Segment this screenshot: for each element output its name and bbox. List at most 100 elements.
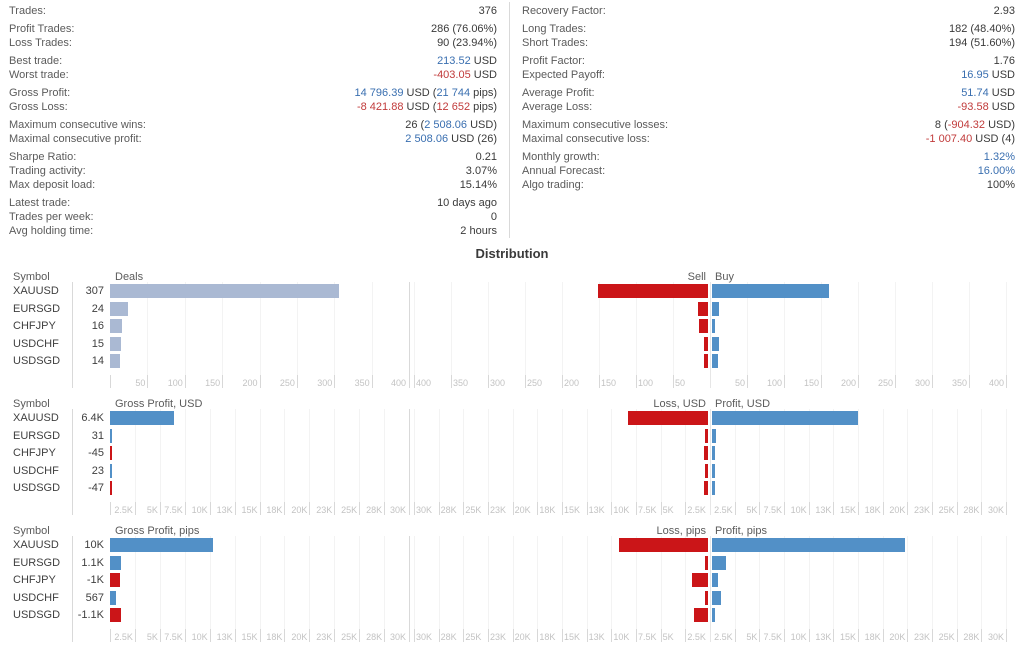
gross-profit-usd-gridline [833,409,835,502]
gross-profit-pips-tick [685,629,687,642]
gross-profit-usd-tick-label: 2.5K [714,505,733,515]
stat-row: Worst trade: -403.05 USD [9,68,497,82]
stat-value-part: 2 508.06 [405,133,449,145]
gross-profit-usd-gridline [734,409,736,502]
gross-profit-usd-gridline [981,409,983,502]
gross-profit-pips-gridline [932,536,933,629]
stat-row: Avg holding time: 2 hours [9,224,497,238]
gross-profit-pips-tick-label: 15K [241,632,258,642]
stat-label: Short Trades: [522,37,589,49]
stat-value: 2 508.06 USD (26) [405,132,497,146]
deals-tick-label: 150 [601,378,617,388]
gross-profit-pips-gridline [463,536,465,629]
stat-label: Maximal consecutive profit: [9,133,142,145]
stat-label: Profit Factor: [522,55,585,67]
gross-profit-usd-tick-label: 18K [539,505,556,515]
deals-tick [296,375,298,388]
gross-profit-pips-tick-label: 28K [440,632,457,642]
gross-profit-usd-bar-eursgd [110,428,112,443]
gross-profit-usd-neg-bar-eursgd [704,428,708,443]
stat-value-part: USD [988,87,1015,99]
stat-row: Trading activity: 3.07% [9,164,497,178]
gross-profit-pips-symbol-usdchf: USDCHF [13,591,59,604]
deals-symbol-header: Symbol [13,271,50,283]
stat-value-part: 10 days ago [437,197,497,209]
gross-profit-usd-gridline [512,409,514,502]
stat-value-part: USD ( [403,101,437,113]
gross-profit-pips-gridline [636,536,637,629]
deals-tick-label: 400 [416,378,432,388]
stat-value-part: 194 (51.60%) [948,37,1015,49]
gross-profit-usd-tick-label: 13K [815,505,832,515]
gross-profit-pips-gridline [488,536,489,629]
deals-tick [1006,375,1007,388]
gross-profit-pips-value-usdsgd: -1.1K [77,609,104,622]
gross-profit-pips-tick-label: 18K [266,632,283,642]
deals-tick-label: 150 [803,378,819,388]
gross-profit-pips-bar-usdsgd [110,608,121,623]
gross-profit-pips-gridline [184,536,186,629]
gross-profit-pips-tick [234,629,236,642]
deals-tick [371,375,373,388]
gross-profit-pips-pos-bar-xauusd [712,538,906,552]
gross-profit-usd-gridline [586,409,588,502]
gross-profit-pips-tick-label: 15K [839,632,856,642]
deals-gridline [296,282,298,375]
deals-symbol-xauusd: XAUUSD [13,285,59,297]
deals-gridline [599,282,600,375]
stat-value-part: -403.05 [433,69,471,81]
stat-value-part: 0 [490,211,497,223]
gross-profit-usd-gridline [359,409,361,502]
deals-tick-label: 350 [951,378,967,388]
gross-profit-usd-tick-label: 5K [662,505,674,515]
gross-profit-usd-tick-label: 28K [963,505,980,515]
stat-label: Annual Forecast: [522,165,606,177]
deals-left-title: Deals [115,271,144,283]
stat-value: 90 (23.94%) [437,36,497,50]
deals-tick [969,375,970,388]
stat-value-part: 286 (76.06%) [430,23,497,35]
stats-column-divider [509,2,510,238]
gross-profit-usd-gridline [784,409,785,502]
stat-group: Long Trades: 182 (48.40%) Short Trades: 194… [522,22,1015,50]
stat-label: Max deposit load: [9,179,96,191]
gross-profit-pips-tick [384,629,386,642]
deals-bar-eursgd [110,301,128,316]
deals-tick [895,375,896,388]
gross-profit-usd-tick [463,502,465,515]
gross-profit-pips-tick-label: 18K [539,632,556,642]
gross-profit-usd-tick-label: 15K [839,505,856,515]
stat-value-part: 26 ( [405,119,425,131]
deals-tick-label: 350 [453,378,469,388]
gross-profit-usd-gridline [1006,409,1007,502]
gross-profit-pips-symbol-eursgd: EURSGD [13,556,61,569]
gross-profit-usd-gridline [562,409,563,502]
gross-profit-usd-gridline [463,409,465,502]
stat-label: Maximal consecutive loss: [522,133,650,145]
stat-value: 26 (2 508.06 USD) [405,118,497,132]
gross-profit-usd-symbol-xauusd: XAUUSD [13,412,59,424]
deals-value-usdsgd: 14 [91,355,104,368]
gross-profit-pips-tick [488,629,489,642]
gross-profit-usd-pos-bar-chfjpy [712,446,716,461]
gross-profit-usd-tick-label: 10K [790,505,807,515]
deals-tick-label: 300 [490,378,506,388]
deals-gridline [932,282,933,375]
gross-profit-usd-tick-label: 25K [341,505,358,515]
gross-profit-usd-gridline [932,409,933,502]
gross-profit-usd-neg-bar-usdsgd [704,481,708,496]
gross-profit-usd-gridline [414,409,415,502]
stat-value: 0.21 [476,150,497,164]
gross-profit-usd-value-eursgd: 31 [91,429,104,442]
gross-profit-pips-tick [981,629,983,642]
stat-value-part: -1 007.40 [925,133,973,145]
stat-value-part: 3.07% [465,165,497,177]
gross-profit-usd-gridline [537,409,539,502]
gross-profit-usd-value-chfjpy: -45 [88,447,104,460]
stat-value: 1.32% [984,150,1015,164]
stat-value-part: USD (4) [972,133,1015,145]
gross-profit-pips-tick-label: 18K [864,632,881,642]
deals-tick-label: 300 [317,378,333,388]
stat-label: Avg holding time: [9,225,94,237]
gross-profit-usd-tick [309,502,311,515]
